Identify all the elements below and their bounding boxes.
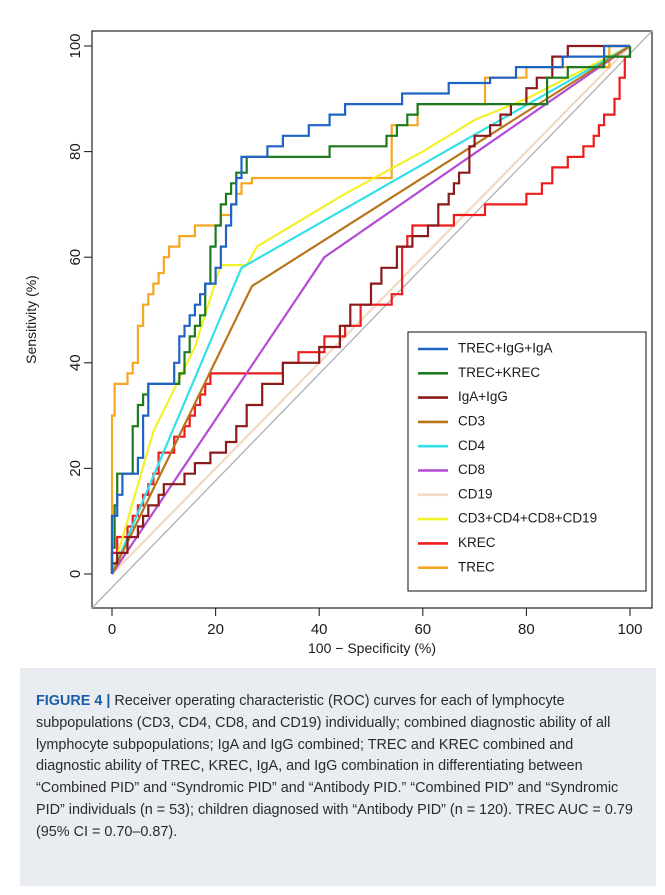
legend-label: TREC: [458, 559, 495, 574]
x-tick-label: 100: [617, 621, 642, 638]
axes-layer: 0 20 40 60 80 100 0 20 40 60 80 100 100 − Specificit…: [23, 30, 653, 656]
legend-label: IgA+IgG: [458, 389, 508, 404]
legend-label: CD3+CD4+CD8+CD19: [458, 511, 597, 526]
plot-frame: [91, 30, 653, 609]
y-tick-label: 60: [67, 249, 84, 266]
y-tick-label: 40: [67, 354, 84, 371]
series-cd3: [111, 45, 631, 575]
y-tick-label: 80: [67, 143, 84, 160]
legend-label: TREC+IgG+IgA: [458, 341, 553, 356]
legend-label: CD3: [458, 413, 485, 428]
legend-label: TREC+KREC: [458, 365, 540, 380]
series-cd3-cd4-cd8-cd19: [110, 45, 631, 575]
x-tick-label: 20: [207, 621, 224, 638]
y-tick-label: 0: [67, 570, 84, 578]
figure-frame: 0 20 40 60 80 100 0 20 40 60 80 100 100 − Specificit…: [20, 8, 656, 886]
series-trec-igg-iga: [110, 44, 630, 574]
series-iga-igg: [110, 44, 630, 574]
x-tick-label: 0: [108, 621, 116, 638]
figure-label: FIGURE 4 |: [36, 693, 111, 709]
x-tick-label: 60: [414, 621, 431, 638]
series-trec: [110, 44, 630, 574]
legend: TREC+IgG+IgA TREC+KREC IgA+IgG CD3 CD4 CD8 CD1…: [407, 331, 647, 592]
legend-label: CD4: [458, 438, 485, 453]
roc-chart: 0 20 40 60 80 100 0 20 40 60 80 100 100 − Specificit…: [23, 30, 653, 656]
y-tick-label: 20: [67, 460, 84, 477]
y-axis-title: Sensitivity (%): [23, 275, 39, 364]
legend-label: CD8: [458, 462, 485, 477]
y-tick-label: 100: [67, 33, 84, 58]
series-cd8: [111, 45, 631, 575]
legend-label: CD19: [458, 486, 493, 501]
x-tick-label: 40: [311, 621, 328, 638]
series-trec-krec: [110, 46, 632, 574]
legend-box: [407, 331, 647, 592]
reference-diagonal: [91, 30, 653, 609]
plot-area: 0 20 40 60 80 100 0 20 40 60 80 100 100 − Specificit…: [20, 8, 656, 668]
x-tick-label: 80: [518, 621, 535, 638]
caption-text: Receiver operating characteristic (ROC) …: [36, 693, 633, 840]
figure-caption: FIGURE 4 | Receiver operating characteri…: [36, 691, 636, 844]
x-axis-title: 100 − Specificity (%): [308, 640, 436, 656]
series-cd19: [111, 45, 631, 575]
legend-label: KREC: [458, 535, 496, 550]
series-layer: [110, 44, 632, 575]
